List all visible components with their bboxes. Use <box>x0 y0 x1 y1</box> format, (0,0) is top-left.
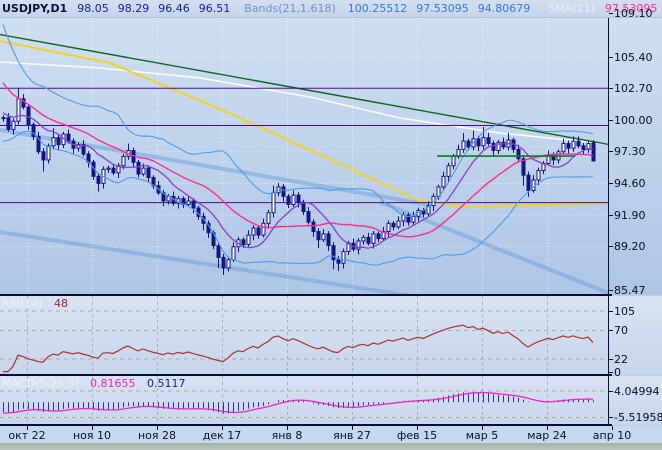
date-tick <box>547 426 548 430</box>
date-tick <box>157 426 158 430</box>
date-tick <box>27 426 28 430</box>
date-tick <box>287 426 288 430</box>
infobar-segment-0: USDJPY,D1 <box>2 1 68 15</box>
price-label: 94.60 <box>614 176 646 190</box>
date-label: фев 15 <box>396 429 438 442</box>
date-label: янв 27 <box>333 429 371 442</box>
rsi-scale-label: 22 <box>614 352 628 366</box>
macd-panel-header: MACD(5,26,5) 0.81655 0.5117 <box>2 378 186 390</box>
chart-info-bar: USDJPY,D1 98.05 98.29 96.46 96.51 Bands(21,1.… <box>0 0 662 18</box>
price-label: 109.10 <box>614 6 653 20</box>
price-label: 89.20 <box>614 240 646 254</box>
infobar-segment-5: Bands(21,1.618) <box>244 1 336 15</box>
date-label: янв 8 <box>271 429 303 442</box>
price-label: 97.30 <box>614 145 646 159</box>
axis-tick <box>609 56 613 58</box>
date-label: ноя 10 <box>72 429 112 442</box>
rsi-scale-label: 70 <box>614 324 628 337</box>
macd-indicator-label: MACD(5,26,5) <box>2 377 79 390</box>
date-tick <box>482 426 483 430</box>
infobar-segment-8: 94.80679 <box>477 1 531 15</box>
infobar-segment-1: 98.05 <box>77 1 109 15</box>
rsi-indicator-value: 48 <box>53 297 68 310</box>
rsi-indicator-label: RSI(14) <box>2 297 43 310</box>
infobar-segment-10: 97.53095 <box>604 1 658 15</box>
date-tick <box>92 426 93 430</box>
axis-tick <box>609 417 613 418</box>
axis-tick <box>609 214 613 216</box>
price-label: 91.90 <box>614 208 646 222</box>
date-label: мар 5 <box>465 429 499 442</box>
date-tick <box>352 426 353 430</box>
price-label: 102.70 <box>614 82 653 95</box>
infobar-segment-3: 96.46 <box>158 1 190 15</box>
date-label: дек 17 <box>202 429 242 442</box>
axis-tick <box>609 119 613 121</box>
infobar-segment-7: 97.53095 <box>416 1 469 15</box>
axis-tick <box>609 371 613 373</box>
axis-tick <box>609 246 613 248</box>
axis-tick <box>609 12 613 14</box>
date-tick <box>612 426 613 430</box>
infobar-segment-9: SMA(21) <box>548 1 595 15</box>
date-label: мар 24 <box>527 429 567 442</box>
axis-tick <box>609 330 613 331</box>
rsi-scale-label: 105 <box>614 304 635 318</box>
axis-tick <box>609 310 613 312</box>
infobar-segment-2: 98.29 <box>117 1 150 15</box>
axis-tick <box>609 390 613 392</box>
price-label: 85.47 <box>614 284 646 297</box>
rsi-scale-label: 0 <box>614 365 621 379</box>
axis-tick <box>609 182 613 184</box>
window-bottom-strip <box>0 443 662 450</box>
date-tick <box>417 426 418 430</box>
date-label: окт 22 <box>8 429 46 442</box>
macd-scale-label: 4.04994 <box>614 384 660 398</box>
macd-signal-value: 0.5117 <box>147 377 186 390</box>
axis-tick <box>609 151 613 153</box>
macd-scale-label: -5.51958 <box>614 411 662 424</box>
macd-main-value: 0.81655 <box>90 377 136 390</box>
date-label: ноя 28 <box>137 429 177 442</box>
price-label: 105.40 <box>614 50 653 64</box>
axis-tick <box>609 88 613 89</box>
axis-tick <box>609 290 613 291</box>
date-label: апр 10 <box>592 429 632 442</box>
date-tick <box>222 426 223 430</box>
rsi-panel-header: RSI(14) 48 <box>2 298 68 310</box>
price-label: 100.00 <box>614 113 653 127</box>
axis-tick <box>609 358 613 360</box>
infobar-segment-6: 100.25512 <box>347 1 408 15</box>
infobar-segment-4: 96.51 <box>198 1 231 15</box>
